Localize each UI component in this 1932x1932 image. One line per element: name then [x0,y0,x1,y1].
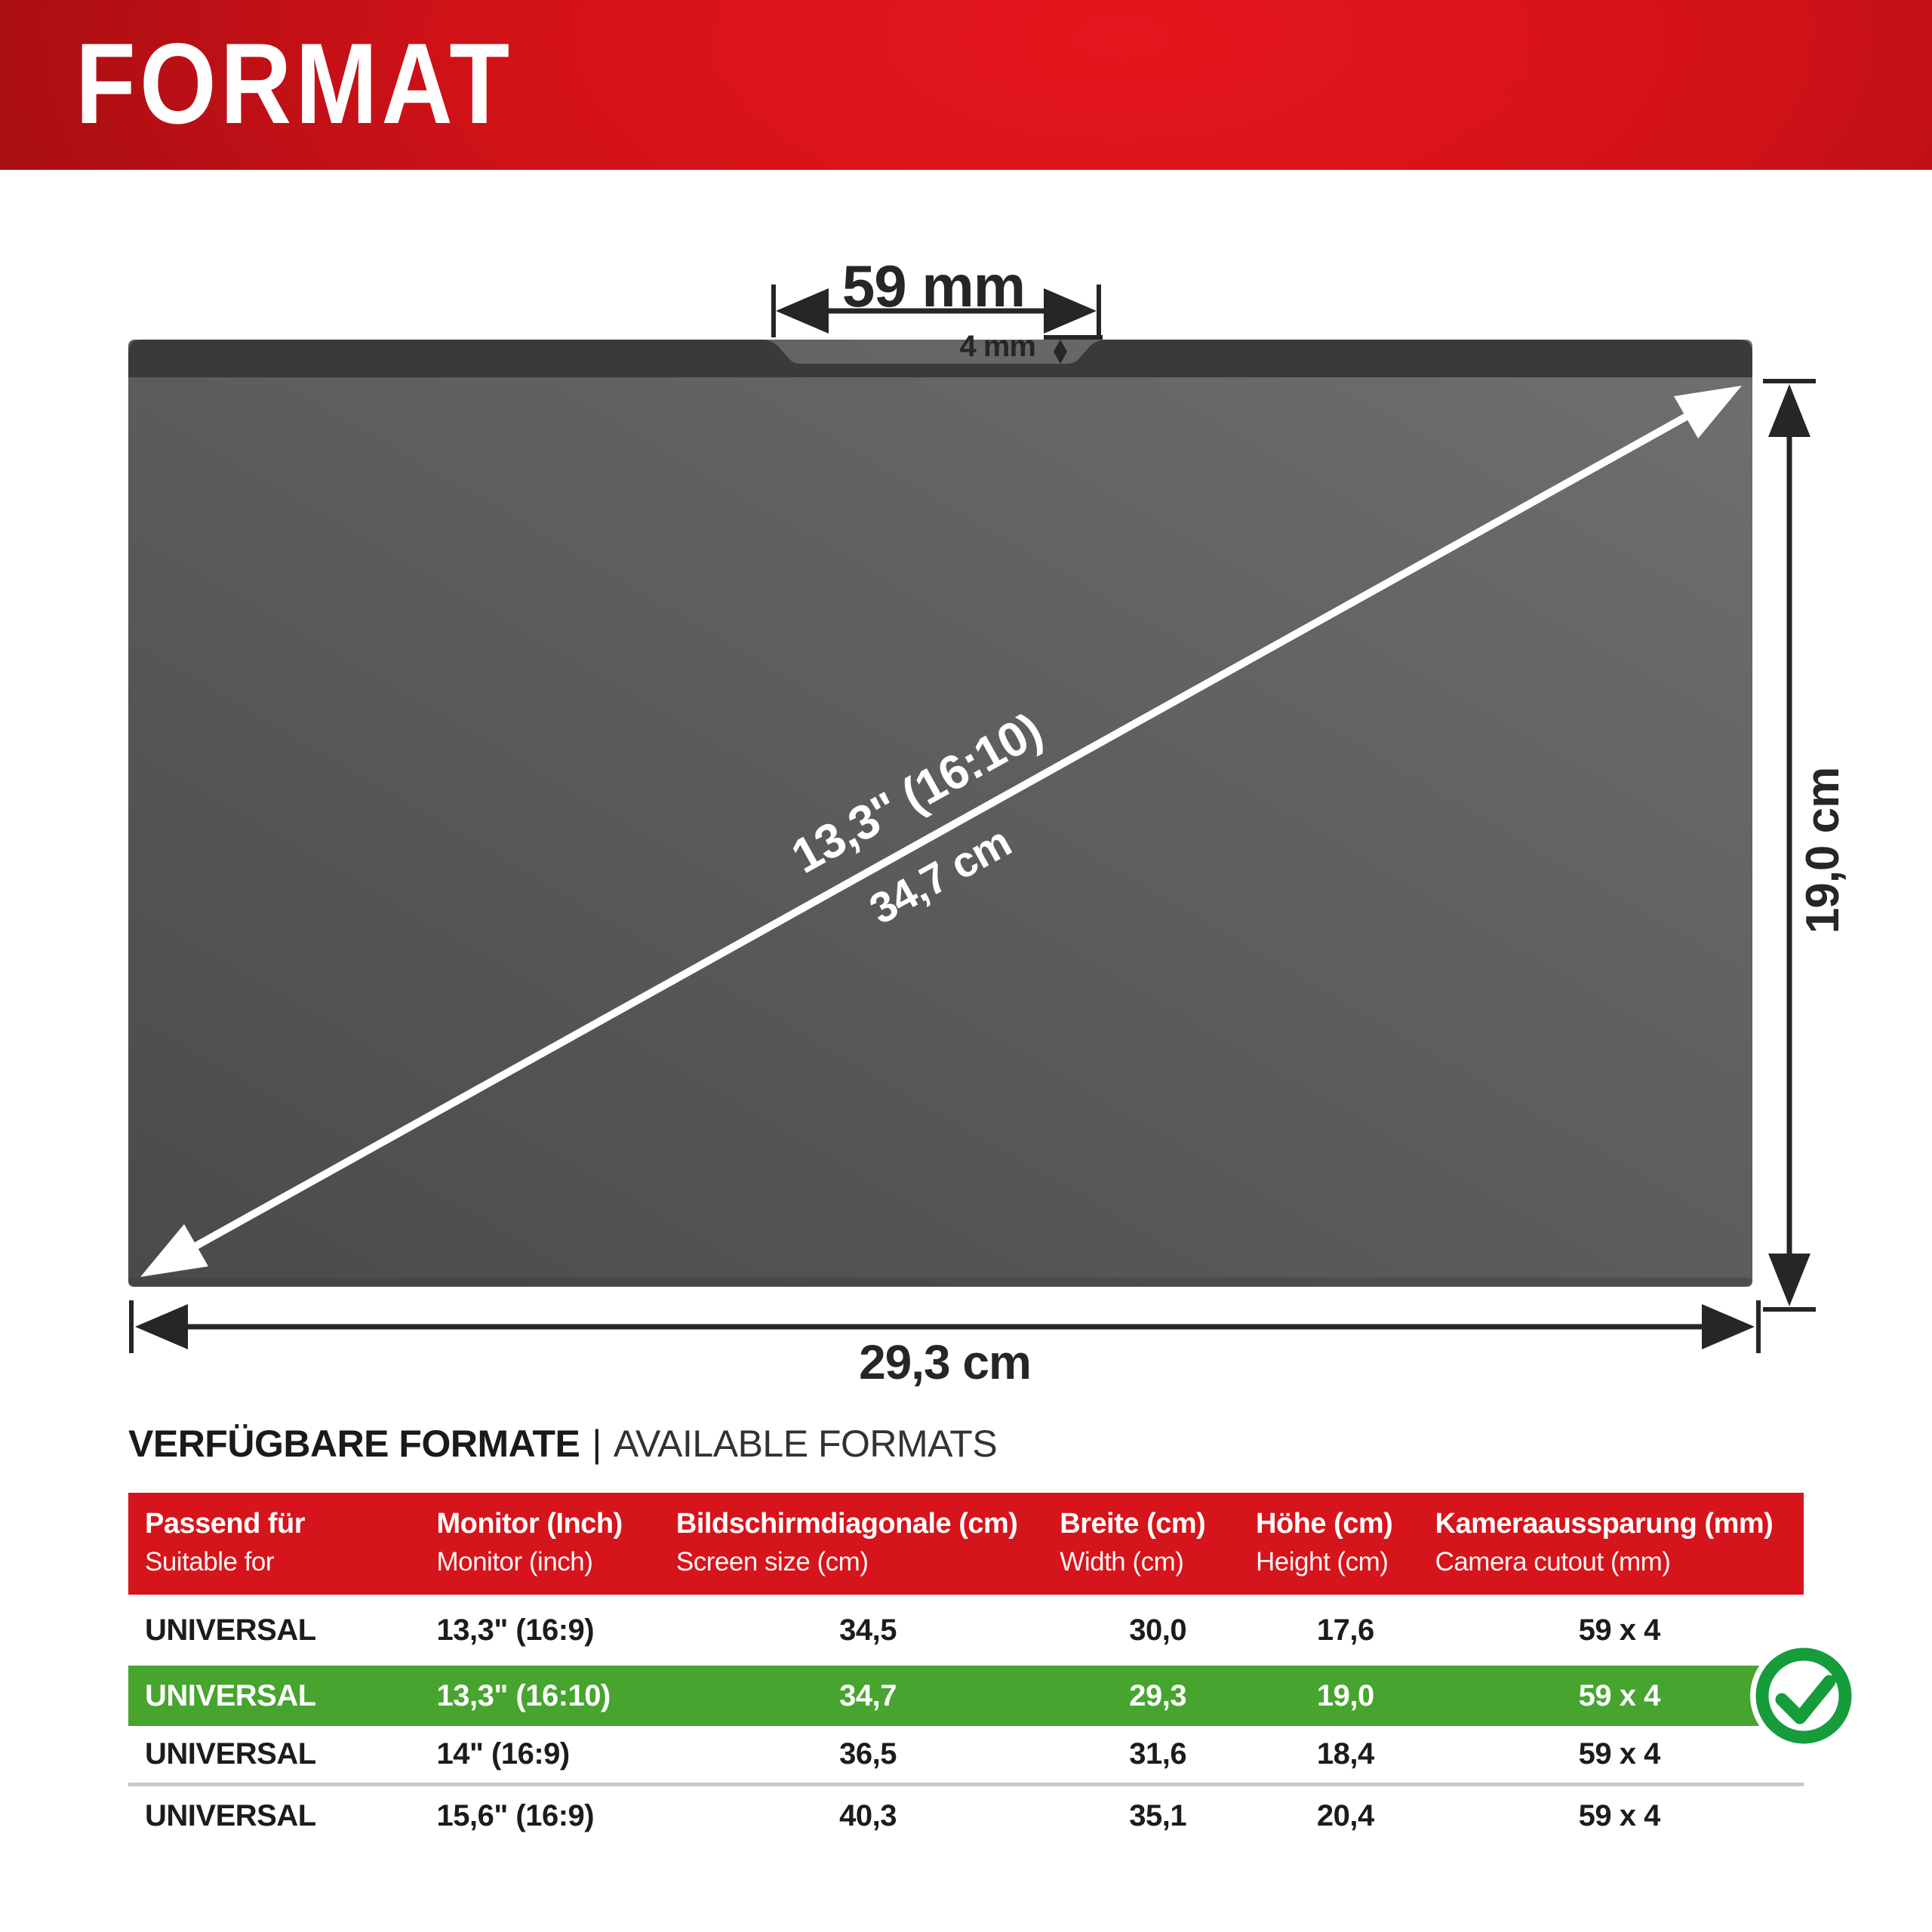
dimension-diagram: 13,3" (16:10) 34,7 cm 59 mm 4 mm 19,0 cm… [128,253,1849,1389]
cell-diagonal: 34,7 [839,1678,897,1712]
header-width: Breite (cm) Width (cm) [1060,1493,1256,1577]
cell-monitor: 13,3" (16:9) [436,1613,595,1647]
cell-cutout: 59 x 4 [1578,1678,1661,1712]
check-icon [1750,1642,1857,1749]
cell-height: 18,4 [1316,1737,1374,1770]
formats-title: VERFÜGBARE FORMATE | AVAILABLE FORMATS [128,1422,998,1466]
screen-body [128,340,1752,1287]
header-label-en: Suitable for [145,1547,275,1577]
cell-height: 19,0 [1316,1678,1374,1712]
cell-monitor: 14" (16:9) [436,1737,570,1770]
cell-cutout: 59 x 4 [1578,1737,1661,1770]
formats-table: Passend für Suitable for Monitor (Inch) … [128,1493,1857,1845]
table-header-row: Passend für Suitable for Monitor (Inch) … [128,1493,1804,1595]
format-row-highlighted: UNIVERSAL 13,3" (16:10) 34,7 29,3 19,0 5… [128,1642,1857,1749]
header-label-en: Camera cutout (mm) [1435,1547,1671,1577]
cell-diagonal: 40,3 [839,1798,897,1832]
screen-top-bar [128,340,1752,377]
header-monitor: Monitor (Inch) Monitor (inch) [436,1493,675,1577]
format-row: UNIVERSAL 15,6" (16:9) 40,3 35,1 20,4 59… [128,1786,1804,1845]
formats-title-en: AVAILABLE FORMATS [613,1423,998,1465]
height-dimension [1763,379,1816,1312]
header-label-en: Screen size (cm) [675,1547,869,1577]
cell-diagonal: 36,5 [839,1737,897,1770]
cell-suitable: UNIVERSAL [145,1678,316,1712]
diagonal-arrow [140,386,1742,1277]
cell-width: 30,0 [1129,1613,1187,1647]
cell-width: 35,1 [1129,1798,1187,1832]
cell-diagonal: 34,5 [839,1613,897,1647]
header-label-en: Height (cm) [1256,1547,1389,1577]
header-label-en: Monitor (inch) [436,1547,593,1577]
header-label-de: Breite (cm) [1060,1508,1206,1540]
cell-height: 20,4 [1316,1798,1374,1832]
cutout-depth-label: 4 mm [960,330,1036,363]
cell-height: 17,6 [1316,1613,1374,1647]
width-label: 29,3 cm [859,1335,1031,1389]
cutout-width-dimension [771,285,1101,337]
cell-suitable: UNIVERSAL [145,1798,316,1832]
formats-title-de: VERFÜGBARE FORMATE [128,1423,580,1465]
cell-cutout: 59 x 4 [1578,1798,1661,1832]
cell-monitor: 13,3" (16:10) [436,1678,611,1712]
format-row: UNIVERSAL 14" (16:9) 36,5 31,6 18,4 59 x… [128,1726,1804,1783]
header-label-en: Width (cm) [1060,1547,1184,1577]
cutout-width-label: 59 mm [842,253,1025,319]
cell-width: 31,6 [1129,1737,1187,1770]
row-divider [128,1783,1804,1786]
formats-title-divider: | [592,1423,601,1465]
header-label-de: Höhe (cm) [1256,1508,1393,1540]
format-row: UNIVERSAL 13,3" (16:9) 34,5 30,0 17,6 59… [128,1595,1804,1666]
page-title: FORMAT [75,20,514,148]
header-suitable: Passend für Suitable for [128,1493,436,1577]
selected-row-check [1747,1639,1860,1752]
cell-cutout: 59 x 4 [1578,1613,1661,1647]
cell-width: 29,3 [1129,1678,1187,1712]
header-height: Höhe (cm) Height (cm) [1256,1493,1435,1577]
cutout-depth-dimension [1044,335,1103,364]
header-label-de: Bildschirmdiagonale (cm) [675,1508,1018,1540]
banner: FORMAT [0,0,1932,170]
height-label: 19,0 cm [1797,768,1849,934]
header-diagonal: Bildschirmdiagonale (cm) Screen size (cm… [676,1493,1060,1577]
header-label-de: Kameraaussparung (mm) [1435,1508,1774,1540]
screen-bottom-shadow [128,1278,1752,1287]
header-cutout: Kameraaussparung (mm) Camera cutout (mm) [1435,1493,1804,1577]
cell-monitor: 15,6" (16:9) [436,1798,595,1832]
width-dimension [129,1300,1761,1353]
header-label-de: Passend für [145,1508,306,1540]
cell-suitable: UNIVERSAL [145,1613,316,1647]
header-label-de: Monitor (Inch) [436,1508,623,1540]
cell-suitable: UNIVERSAL [145,1737,316,1770]
